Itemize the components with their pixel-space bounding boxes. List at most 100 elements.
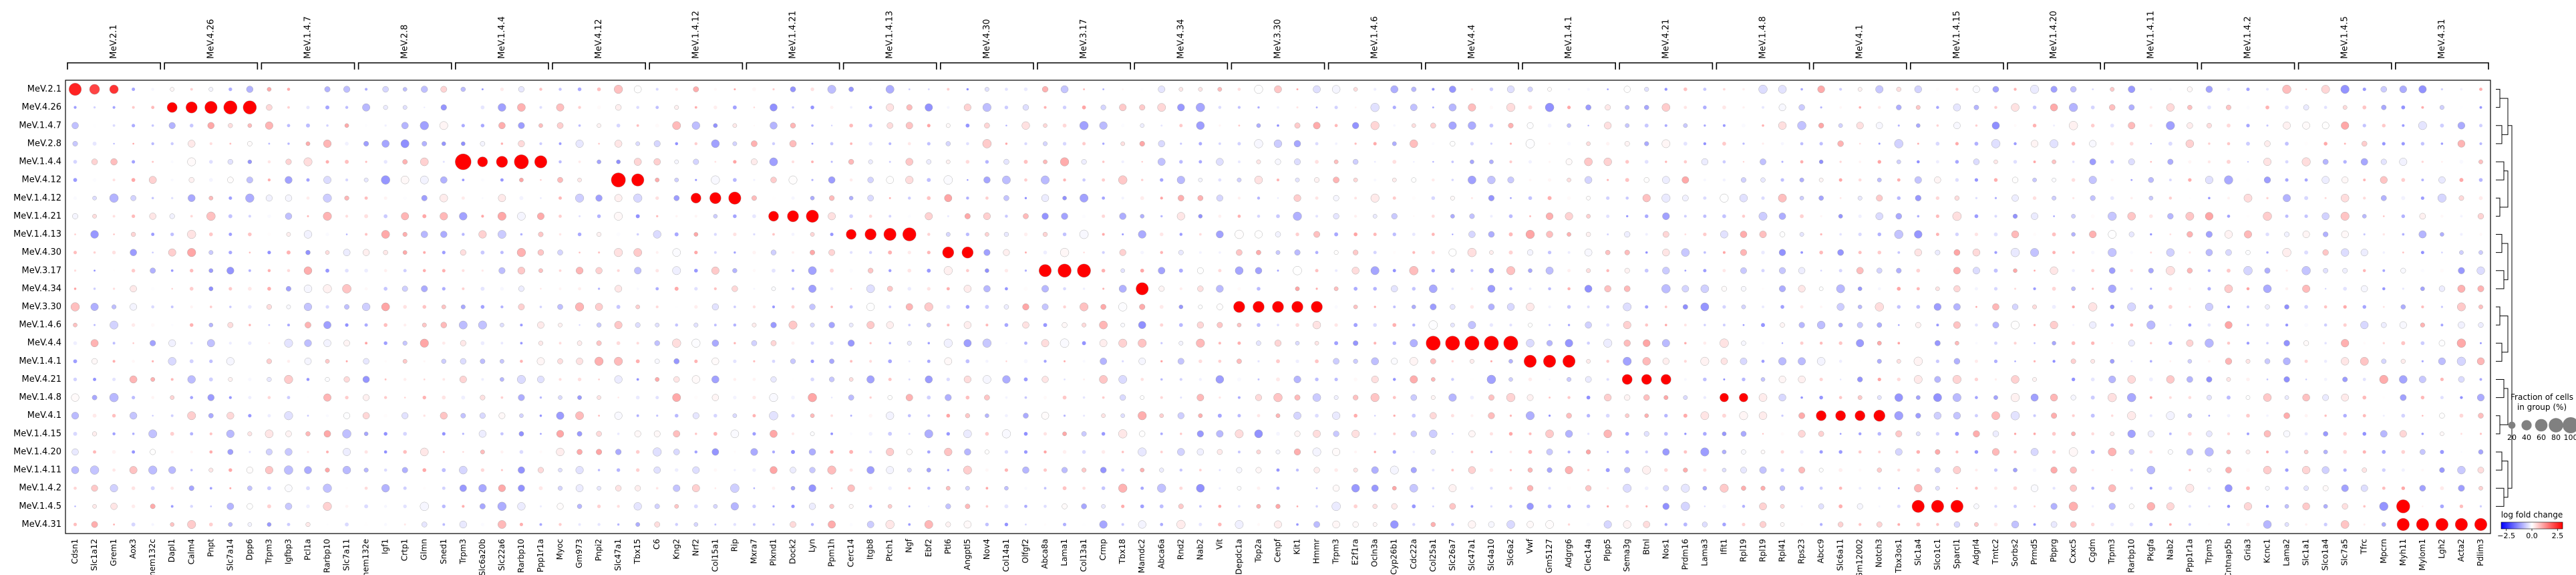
gene-label: Lama3 xyxy=(1700,539,1709,566)
dot xyxy=(1974,287,1978,291)
dot xyxy=(1857,503,1863,509)
dot xyxy=(2362,214,2367,219)
gene-label: Pbprg xyxy=(2049,539,2058,562)
dot xyxy=(500,322,504,328)
dot xyxy=(1897,468,1901,472)
dot xyxy=(1004,269,1009,273)
dot xyxy=(1955,160,1959,164)
dot xyxy=(2108,230,2116,239)
dot xyxy=(2478,159,2483,164)
dot xyxy=(1644,268,1649,273)
dot xyxy=(1857,286,1863,292)
dot xyxy=(1353,323,1358,328)
dot xyxy=(1837,249,1844,256)
dot xyxy=(2130,287,2133,290)
dot xyxy=(2149,396,2152,399)
dot xyxy=(1005,215,1008,218)
dot xyxy=(442,141,446,146)
dot xyxy=(1873,410,1885,422)
dot xyxy=(2303,485,2309,491)
dot xyxy=(1041,339,1050,348)
dot xyxy=(2474,518,2487,531)
dot xyxy=(1237,322,1242,328)
dot xyxy=(1838,396,1842,399)
dot xyxy=(480,141,486,146)
dot xyxy=(2089,231,2097,239)
dot xyxy=(769,157,778,166)
dot xyxy=(362,412,370,419)
dot xyxy=(1974,214,1979,219)
dot xyxy=(1470,159,1474,164)
dot xyxy=(1720,483,1729,493)
dot xyxy=(381,175,390,185)
dendrogram-branch xyxy=(2496,125,2503,144)
dot xyxy=(1781,342,1784,344)
dot xyxy=(518,466,525,474)
dot xyxy=(518,304,525,310)
dot xyxy=(1409,266,1419,275)
dot xyxy=(112,179,116,182)
dot xyxy=(1931,499,1944,513)
dot xyxy=(1604,122,1612,130)
dot xyxy=(478,230,487,239)
dot xyxy=(1160,396,1163,399)
dot xyxy=(1023,87,1028,92)
dot xyxy=(1547,504,1552,509)
gene-label: Lama2 xyxy=(2282,539,2291,566)
dot xyxy=(2246,413,2250,418)
dot xyxy=(791,341,795,345)
dot xyxy=(654,522,660,528)
dot xyxy=(306,504,310,509)
dot xyxy=(1081,503,1087,509)
dot xyxy=(383,341,387,345)
dot xyxy=(1742,160,1745,163)
dot xyxy=(170,395,175,400)
dot xyxy=(266,104,273,111)
dot xyxy=(734,88,736,91)
dot xyxy=(2440,306,2444,308)
dot xyxy=(1353,304,1358,310)
dot xyxy=(462,433,464,435)
dot xyxy=(1432,160,1434,163)
dot xyxy=(1216,230,1224,239)
dot xyxy=(868,450,872,454)
dot xyxy=(1470,395,1474,400)
dot xyxy=(2053,215,2055,217)
dot xyxy=(558,378,562,381)
dot xyxy=(1274,85,1282,94)
dot xyxy=(1819,395,1823,400)
dot xyxy=(847,484,855,492)
dot xyxy=(72,213,78,219)
dot xyxy=(2478,449,2484,455)
dot xyxy=(1412,413,1416,418)
dot xyxy=(384,360,387,363)
dot xyxy=(1625,105,1630,110)
dot xyxy=(2459,160,2464,164)
dot xyxy=(1178,268,1183,273)
dot xyxy=(1952,393,1961,402)
dot xyxy=(345,268,349,273)
dot xyxy=(1506,392,1516,402)
dot xyxy=(635,359,640,364)
dot xyxy=(1816,320,1826,330)
dot xyxy=(1527,86,1533,92)
dot xyxy=(1102,196,1106,200)
dot xyxy=(965,232,970,237)
dot xyxy=(1818,122,1824,128)
dot xyxy=(926,467,931,473)
dot xyxy=(1875,302,1884,312)
dot xyxy=(2303,104,2309,110)
group-bracket xyxy=(2007,62,2101,70)
dot xyxy=(1662,249,1670,257)
dot xyxy=(1877,322,1883,328)
dot xyxy=(1432,88,1435,91)
gene-label: Myh11 xyxy=(2398,539,2408,566)
dot xyxy=(2052,195,2057,201)
dot xyxy=(597,504,601,508)
dot xyxy=(902,227,917,241)
dot xyxy=(1778,213,1786,220)
dot xyxy=(2225,484,2233,492)
gene-label: Kit1 xyxy=(1293,539,1302,555)
dot xyxy=(2439,105,2444,110)
dot xyxy=(1041,411,1050,420)
